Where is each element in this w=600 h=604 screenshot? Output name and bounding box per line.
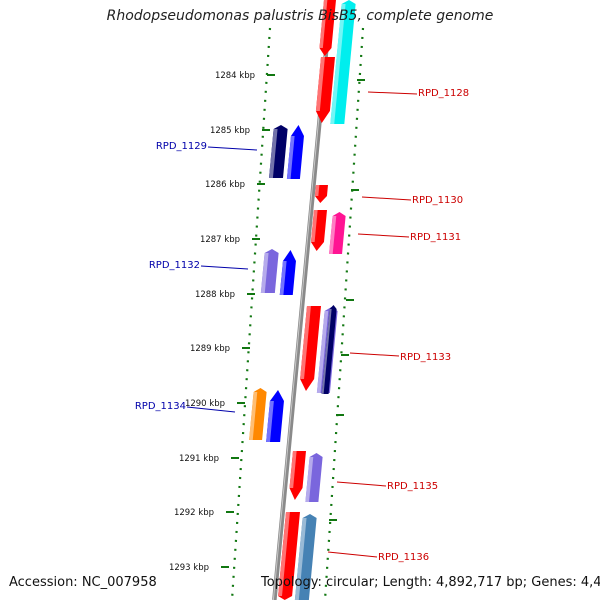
gene-label-right: RPD_1131 [410,232,461,243]
ruler-tick-label: 1288 kbp [195,290,235,300]
genome-title: Rhodopseudomonas palustris BisB5, comple… [106,8,494,24]
gene-label-leader [357,233,410,238]
gene-rpd1128-cyan-arrow [330,0,356,124]
ruler: 1284 kbp 1285 kbp 1286 kbp 1287 kbp 1288 kbp… [169,71,365,573]
gene-label-leader [336,481,387,487]
gene-label-right: RPD_1135 [387,481,438,492]
gene-label-right: RPD_1133 [400,352,451,363]
gene-label-right: RPD_1136 [378,552,429,563]
gene-label-leader [367,91,418,95]
gene-label-leader [207,146,258,151]
gene-rpd1132-lavender-arrow [260,249,279,293]
gene-label-right: RPD_1128 [418,88,469,99]
gene-rpd1128-arrow [315,57,335,123]
gene-rpd1135-arrow [289,451,306,500]
ruler-tick-label: 1287 kbp [200,235,240,245]
gene-rpd1128-a-arrow [319,0,336,56]
ruler-tick-label: 1293 kbp [169,563,209,573]
gene-rpd1135-lavender-arrow [305,453,323,502]
ruler-tick-label: 1284 kbp [215,71,255,81]
genome-summary-text: Topology: circular; Length: 4,892,717 bp… [261,575,600,590]
ruler-tick-label: 1291 kbp [179,454,219,464]
gene-rpd1133-navy-arrow [321,305,337,394]
gene-label-left: RPD_1129 [156,141,207,152]
gene-labels: RPD_1129 RPD_1132 RPD_1134 RPD_1128 RPD_1130… [135,88,469,563]
right-boundary-dots [323,27,365,601]
ruler-tick-label: 1285 kbp [210,126,250,136]
gene-label-leader [349,352,400,357]
gene-rpd1131-arrow [310,210,327,251]
gene-rpd1136-arrow [278,512,300,600]
gene-label-leader [361,196,412,201]
gene-label-leader [186,406,236,413]
ruler-tick-label: 1292 kbp [174,508,214,518]
accession-text: Accession: NC_007958 [9,575,157,590]
gene-rpd1132-arrow [279,250,296,295]
gene-label-leader [200,265,249,270]
gene-label-leader [327,551,378,558]
left-boundary-dots [230,27,272,601]
gene-rpd1134-orange-arrow [249,388,267,440]
gene-label-right: RPD_1130 [412,195,463,206]
gene-rpd1130-arrow [314,185,328,203]
gene-features [249,0,356,600]
gene-rpd1136-steelblue-arrow [294,514,317,600]
gene-rpd1129-navy-arrow [269,125,288,178]
ruler-tick-label: 1290 kbp [185,399,225,409]
gene-rpd1133-arrow [300,306,321,391]
ruler-tick-label: 1289 kbp [190,344,230,354]
gene-rpd1134-arrow [266,390,284,442]
gene-label-left: RPD_1134 [135,401,186,412]
gene-rpd1131-magenta-arrow [329,212,346,254]
gene-rpd1129-arrow [286,125,304,179]
track-boundary-dots [230,27,365,601]
gene-label-left: RPD_1132 [149,260,200,271]
ruler-tick-label: 1286 kbp [205,180,245,190]
